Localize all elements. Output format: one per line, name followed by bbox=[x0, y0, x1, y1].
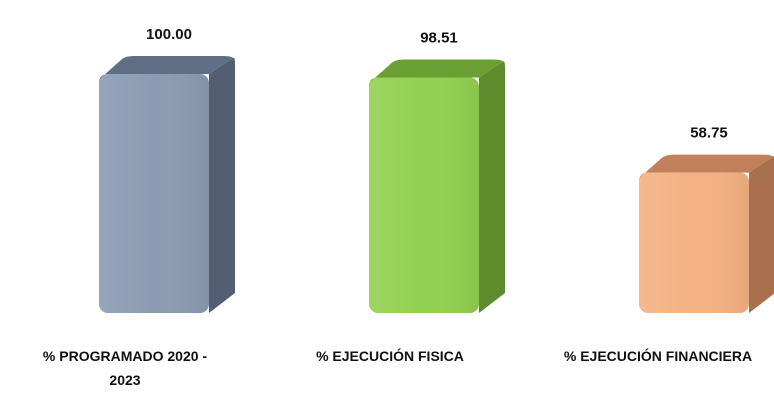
bar-1 bbox=[99, 56, 235, 313]
bar-3-shading bbox=[639, 172, 749, 313]
bar-1-side bbox=[209, 57, 235, 313]
category-label-3: % EJECUCIÓN FINANCIERA bbox=[564, 347, 752, 364]
bar-3 bbox=[639, 154, 774, 313]
category-label-1-line-1: % PROGRAMADO 2020 - bbox=[43, 348, 207, 364]
category-label-2: % EJECUCIÓN FISICA bbox=[316, 347, 464, 364]
labels-group: 100.00 % PROGRAMADO 2020 - 2023 98.51 % EJEC… bbox=[43, 26, 752, 388]
bars-group bbox=[99, 56, 774, 313]
bar-2 bbox=[369, 59, 505, 313]
category-label-1-line-2: 2023 bbox=[109, 372, 140, 388]
bar-1-shading bbox=[99, 74, 209, 313]
bar-2-shading bbox=[369, 77, 479, 313]
value-label-1: 100.00 bbox=[146, 26, 192, 43]
bar-1-top bbox=[99, 56, 233, 83]
bar-3-top bbox=[639, 154, 773, 182]
value-label-2: 98.51 bbox=[420, 30, 458, 47]
bar-2-top bbox=[369, 59, 503, 87]
bar-3-side bbox=[749, 156, 774, 313]
bar-2-side bbox=[479, 61, 505, 313]
value-label-3: 58.75 bbox=[690, 125, 728, 142]
